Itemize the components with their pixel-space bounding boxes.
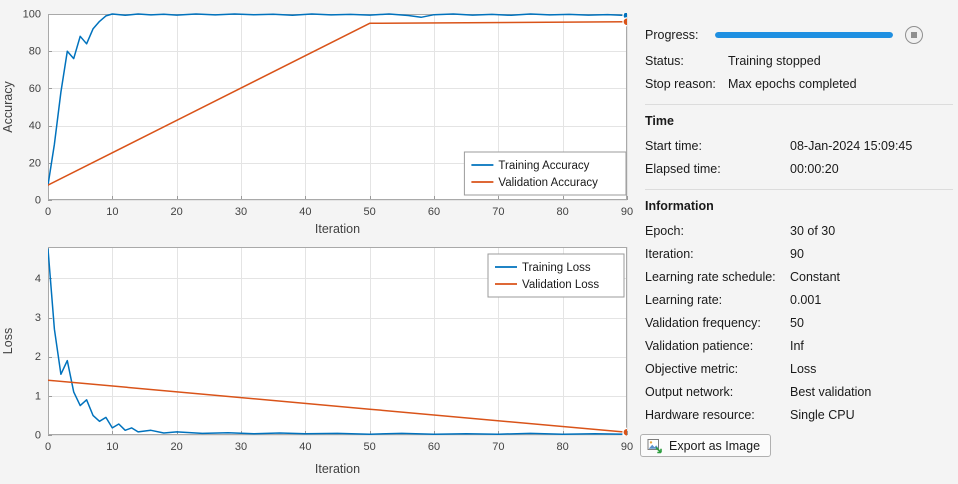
svg-text:40: 40 [299, 441, 311, 453]
output-network-value: Best validation [790, 385, 872, 399]
svg-text:Training Loss: Training Loss [522, 262, 591, 274]
hardware-resource-row: Hardware resource: Single CPU [645, 407, 953, 423]
validation-frequency-value: 50 [790, 316, 804, 330]
learning-rate-value: 0.001 [790, 293, 822, 307]
iteration-row: Iteration: 90 [645, 246, 953, 262]
output-network-label: Output network: [645, 385, 734, 399]
stop-reason-row: Stop reason: Max epochs completed [645, 76, 953, 92]
learning-rate-schedule-label: Learning rate schedule: [645, 270, 776, 284]
epoch-label: Epoch: [645, 224, 684, 238]
iteration-label: Iteration: [645, 247, 694, 261]
svg-text:60: 60 [29, 83, 41, 95]
export-image-icon [647, 438, 662, 453]
svg-text:50: 50 [364, 206, 376, 218]
elapsed-time-row: Elapsed time: 00:00:20 [645, 161, 953, 177]
hardware-resource-value: Single CPU [790, 408, 855, 422]
svg-text:20: 20 [29, 157, 41, 169]
objective-metric-label: Objective metric: [645, 362, 739, 376]
stop-reason-value: Max epochs completed [728, 77, 857, 91]
output-network-row: Output network: Best validation [645, 384, 953, 400]
svg-text:Accuracy: Accuracy [1, 81, 15, 133]
validation-patience-label: Validation patience: [645, 339, 754, 353]
svg-text:60: 60 [428, 206, 440, 218]
svg-text:0: 0 [45, 441, 51, 453]
iteration-value: 90 [790, 247, 804, 261]
progress-row: Progress: [645, 26, 953, 44]
svg-text:50: 50 [364, 441, 376, 453]
elapsed-time-label: Elapsed time: [645, 162, 721, 176]
objective-metric-row: Objective metric: Loss [645, 361, 953, 377]
svg-text:70: 70 [492, 441, 504, 453]
validation-frequency-label: Validation frequency: [645, 316, 761, 330]
stop-reason-label: Stop reason: [645, 77, 716, 91]
start-time-value: 08-Jan-2024 15:09:45 [790, 139, 913, 153]
progress-bar [715, 32, 893, 38]
start-time-row: Start time: 08-Jan-2024 15:09:45 [645, 138, 953, 154]
epoch-value: 30 of 30 [790, 224, 836, 238]
svg-text:30: 30 [235, 206, 247, 218]
svg-text:90: 90 [621, 441, 633, 453]
svg-text:Iteration: Iteration [315, 222, 360, 236]
svg-text:60: 60 [428, 441, 440, 453]
validation-patience-row: Validation patience: Inf [645, 338, 953, 354]
export-as-image-button[interactable]: Export as Image [640, 434, 772, 457]
svg-text:10: 10 [106, 441, 118, 453]
loss-chart: 0 10 20 30 40 50 60 70 80 90 0 1 2 3 4 Iteration Loss Tra… [0, 240, 640, 478]
details-panel: Progress: Status: Training stopped Stop … [640, 26, 953, 457]
learning-rate-schedule-row: Learning rate schedule: Constant [645, 269, 953, 285]
status-label: Status: [645, 54, 684, 68]
charts-column: 0 10 20 30 40 50 60 70 80 90 0 20 40 60 80 100 Iteration… [0, 2, 640, 478]
svg-text:20: 20 [171, 441, 183, 453]
svg-text:90: 90 [621, 206, 633, 218]
objective-metric-value: Loss [790, 362, 817, 376]
export-as-image-label: Export as Image [669, 438, 761, 453]
status-row: Status: Training stopped [645, 53, 953, 69]
svg-text:0: 0 [45, 206, 51, 218]
validation-patience-value: Inf [790, 339, 804, 353]
svg-text:10: 10 [106, 206, 118, 218]
stop-button[interactable] [905, 26, 923, 44]
svg-text:80: 80 [557, 206, 569, 218]
stop-icon [911, 32, 917, 38]
svg-text:100: 100 [23, 9, 41, 21]
svg-text:4: 4 [35, 273, 41, 285]
svg-text:70: 70 [492, 206, 504, 218]
svg-text:40: 40 [299, 206, 311, 218]
svg-text:20: 20 [171, 206, 183, 218]
svg-text:40: 40 [29, 120, 41, 132]
svg-text:Iteration: Iteration [315, 462, 360, 476]
learning-rate-label: Learning rate: [645, 293, 723, 307]
start-time-label: Start time: [645, 139, 702, 153]
information-section-heading: Information [645, 189, 953, 213]
hardware-resource-label: Hardware resource: [645, 408, 755, 422]
svg-text:Training Accuracy: Training Accuracy [498, 160, 589, 172]
svg-text:0: 0 [35, 195, 41, 207]
progress-bar-fill [715, 32, 893, 38]
learning-rate-schedule-value: Constant [790, 270, 841, 284]
learning-rate-row: Learning rate: 0.001 [645, 292, 953, 308]
validation-frequency-row: Validation frequency: 50 [645, 315, 953, 331]
time-section-heading: Time [645, 104, 953, 128]
svg-text:2: 2 [35, 351, 41, 363]
elapsed-time-value: 00:00:20 [790, 162, 839, 176]
svg-text:80: 80 [557, 441, 569, 453]
svg-text:3: 3 [35, 312, 41, 324]
svg-text:Validation Loss: Validation Loss [522, 279, 599, 291]
status-value: Training stopped [728, 54, 821, 68]
svg-text:80: 80 [29, 46, 41, 58]
progress-label: Progress: [645, 28, 699, 42]
accuracy-chart: 0 10 20 30 40 50 60 70 80 90 0 20 40 60 80 100 Iteration… [0, 2, 640, 238]
epoch-row: Epoch: 30 of 30 [645, 223, 953, 239]
svg-text:Validation Accuracy: Validation Accuracy [498, 177, 598, 189]
svg-text:Loss: Loss [1, 328, 15, 354]
svg-text:1: 1 [35, 390, 41, 402]
svg-text:30: 30 [235, 441, 247, 453]
svg-text:0: 0 [35, 430, 41, 442]
